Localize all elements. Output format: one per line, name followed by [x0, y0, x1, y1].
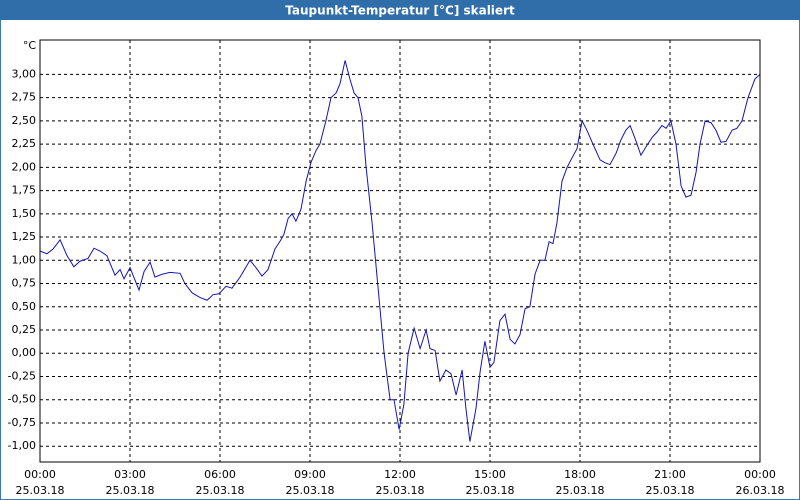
- y-tick-label: 0,25: [12, 323, 37, 336]
- y-tick-label: 1,25: [12, 230, 37, 243]
- x-tick-label: 15:00: [474, 468, 506, 481]
- y-tick-label: 2,50: [12, 114, 37, 127]
- y-tick-label: -0,50: [8, 393, 36, 406]
- data-line: [39, 60, 761, 442]
- x-tick-date: 25.03.18: [16, 484, 65, 497]
- y-tick-label: 2,75: [12, 91, 37, 104]
- y-tick-label: -0,75: [8, 416, 36, 429]
- x-tick-date: 26.03.18: [736, 484, 785, 497]
- y-tick-label: 1,75: [12, 184, 37, 197]
- x-tick-label: 09:00: [294, 468, 326, 481]
- y-tick-label: 2,00: [12, 160, 37, 173]
- x-tick-date: 25.03.18: [556, 484, 605, 497]
- x-tick-date: 25.03.18: [466, 484, 515, 497]
- x-tick-label: 03:00: [114, 468, 146, 481]
- y-tick-label: 0,00: [12, 346, 37, 359]
- x-tick-label: 06:00: [204, 468, 236, 481]
- y-tick-label: 0,75: [12, 277, 37, 290]
- x-tick-label: 12:00: [384, 468, 416, 481]
- x-tick-label: 00:00: [744, 468, 776, 481]
- y-tick-label: 3,00: [12, 67, 37, 80]
- x-tick-label: 18:00: [564, 468, 596, 481]
- x-tick-date: 25.03.18: [646, 484, 695, 497]
- x-tick-date: 25.03.18: [376, 484, 425, 497]
- y-tick-label: 0,50: [12, 300, 37, 313]
- x-tick-label: 00:00: [24, 468, 56, 481]
- y-tick-label: 1,00: [12, 253, 37, 266]
- plot-frame: [39, 39, 761, 463]
- x-tick-date: 25.03.18: [106, 484, 155, 497]
- chart-title: Taupunkt-Temperatur [°C] skaliert: [285, 4, 515, 18]
- y-tick-label: 1,50: [12, 207, 37, 220]
- title-bar: [0, 0, 800, 20]
- y-tick-label: 2,25: [12, 137, 37, 150]
- x-tick-date: 25.03.18: [196, 484, 245, 497]
- x-tick-label: 21:00: [654, 468, 686, 481]
- y-tick-label: -1,00: [8, 439, 36, 452]
- plot: [39, 60, 761, 442]
- y-axis-unit: °C: [23, 39, 37, 52]
- x-tick-date: 25.03.18: [286, 484, 335, 497]
- y-tick-label: -0,25: [8, 369, 36, 382]
